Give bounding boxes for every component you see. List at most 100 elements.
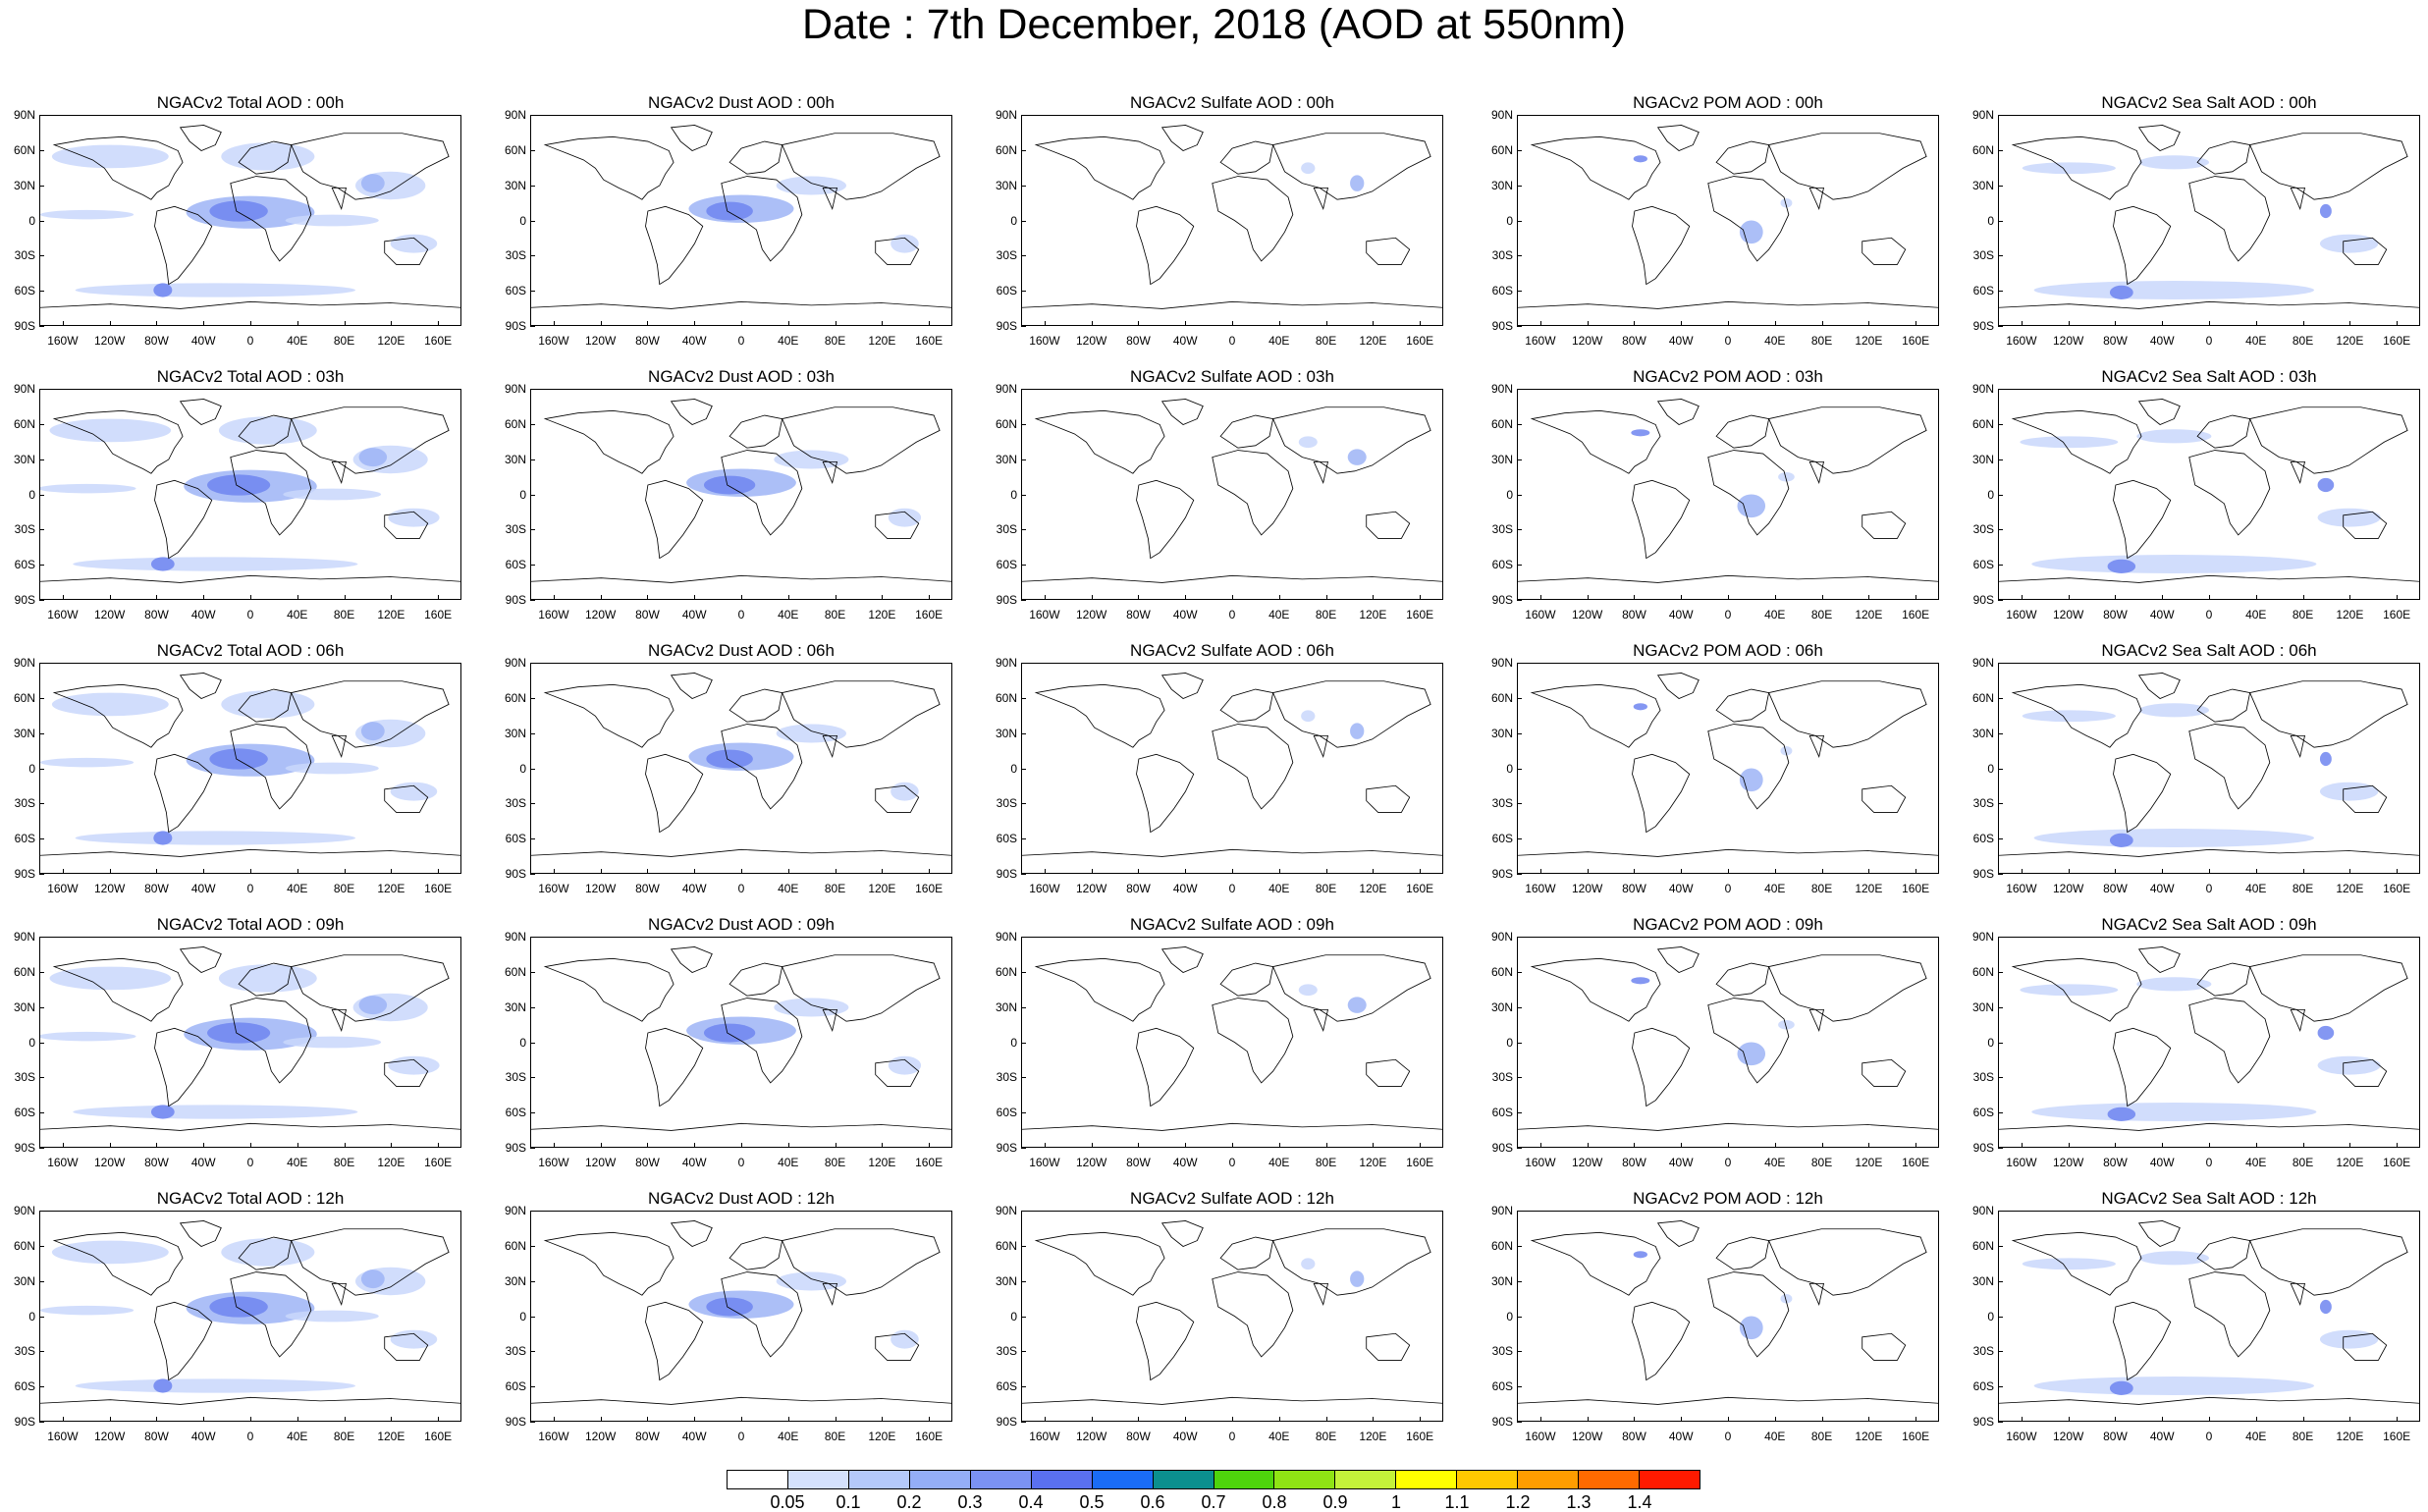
aod-plume bbox=[776, 1271, 846, 1291]
lon-tick-label: 120E bbox=[377, 608, 405, 621]
coastline bbox=[154, 479, 213, 560]
lon-tick-label: 40E bbox=[287, 334, 308, 348]
coastline bbox=[875, 511, 920, 539]
lat-tick-label: 60S bbox=[1972, 832, 1994, 846]
lon-tick bbox=[2349, 1143, 2351, 1148]
coastline bbox=[1022, 848, 1442, 857]
aod-plume bbox=[1631, 977, 1650, 985]
coastline bbox=[40, 848, 460, 857]
lon-tick-label: 160E bbox=[915, 608, 944, 621]
panel-title: NGACv2 POM AOD : 06h bbox=[1633, 641, 1823, 660]
lat-tick-label: 0 bbox=[28, 487, 35, 502]
lat-tick bbox=[1021, 1422, 1026, 1423]
lat-tick bbox=[1998, 149, 2003, 151]
lat-tick bbox=[1517, 1042, 1522, 1044]
coastline bbox=[2188, 450, 2271, 536]
lon-tick bbox=[1539, 321, 1541, 326]
lon-tick bbox=[1185, 321, 1187, 326]
coastline bbox=[728, 688, 783, 723]
colorbar-swatch bbox=[1579, 1471, 1641, 1488]
coastline bbox=[1219, 414, 1274, 449]
lat-tick bbox=[1517, 291, 1522, 293]
lon-tick-label: 80W bbox=[1126, 334, 1151, 348]
lon-tick bbox=[600, 1143, 602, 1148]
lon-tick-label: 160W bbox=[47, 1430, 79, 1443]
lon-tick-label: 80W bbox=[1622, 1156, 1646, 1169]
coastline bbox=[230, 176, 312, 262]
lon-tick-label: 80E bbox=[1315, 1156, 1337, 1169]
lon-tick bbox=[600, 1417, 602, 1422]
lon-tick-label: 80E bbox=[1810, 608, 1833, 621]
lon-tick bbox=[109, 1417, 111, 1422]
aod-plume bbox=[40, 209, 135, 220]
coastline bbox=[822, 1008, 838, 1032]
lon-tick-label: 160W bbox=[1029, 1430, 1060, 1443]
lat-tick bbox=[530, 1422, 535, 1423]
lon-tick-label: 160W bbox=[538, 882, 569, 895]
coastline bbox=[2113, 753, 2172, 834]
lat-tick bbox=[1998, 874, 2003, 875]
lon-tick bbox=[250, 321, 251, 326]
coastline bbox=[1366, 784, 1411, 813]
lon-tick-label: 120W bbox=[2052, 334, 2084, 348]
lat-tick bbox=[1517, 768, 1522, 770]
lat-tick-label: 30S bbox=[14, 522, 35, 537]
aod-plume bbox=[75, 1378, 355, 1393]
map-panel: NGACv2 Sulfate AOD : 12h 90N 60N 30N 0 30S 60S… bbox=[982, 1189, 1473, 1466]
lon-tick-label: 120W bbox=[93, 882, 126, 895]
lon-tick-label: 120E bbox=[1359, 882, 1387, 895]
lon-tick bbox=[1539, 595, 1541, 600]
lon-tick bbox=[1681, 1417, 1683, 1422]
lat-tick-label: 0 bbox=[1987, 1309, 1994, 1323]
lon-tick bbox=[1278, 595, 1280, 600]
lon-tick bbox=[1539, 1417, 1541, 1422]
lon-tick bbox=[1868, 1417, 1870, 1422]
lat-tick-label: 60N bbox=[995, 416, 1017, 431]
lon-tick bbox=[741, 1143, 742, 1148]
colorbar-swatch bbox=[787, 1471, 849, 1488]
lat-tick bbox=[530, 185, 535, 187]
lon-tick-label: 40E bbox=[2245, 882, 2267, 895]
coastline bbox=[2011, 957, 2142, 1022]
coastline bbox=[1022, 1122, 1442, 1131]
coastline bbox=[1715, 688, 1770, 723]
lon-tick-label: 40W bbox=[2149, 1156, 2175, 1169]
world-map bbox=[1517, 937, 1939, 1148]
lon-tick-label: 40E bbox=[1268, 608, 1290, 621]
coastline bbox=[1219, 688, 1274, 723]
lon-tick bbox=[438, 321, 440, 326]
lon-tick-label: 80W bbox=[1622, 334, 1646, 348]
lon-tick bbox=[1325, 1143, 1327, 1148]
lon-tick bbox=[741, 1417, 742, 1422]
aod-plume bbox=[2107, 559, 2136, 573]
lon-tick-label: 160E bbox=[424, 1156, 453, 1169]
coastline bbox=[1632, 753, 1691, 834]
lon-tick-label: 40E bbox=[1268, 1430, 1290, 1443]
lat-tick bbox=[1021, 529, 1026, 531]
aod-plume bbox=[2317, 477, 2335, 493]
lat-tick bbox=[1998, 185, 2003, 187]
lat-tick-label: 60N bbox=[1490, 690, 1513, 705]
aod-plume bbox=[40, 1305, 135, 1316]
coastline bbox=[1656, 1220, 1700, 1247]
coastline bbox=[1808, 1282, 1825, 1306]
aod-plume bbox=[1633, 703, 1647, 711]
lon-tick bbox=[1091, 595, 1093, 600]
lon-tick-label: 120W bbox=[1075, 1156, 1107, 1169]
lon-tick-label: 0 bbox=[737, 334, 745, 348]
coastline bbox=[2343, 784, 2388, 813]
coastline bbox=[179, 1220, 222, 1247]
lat-tick bbox=[530, 838, 535, 840]
map-panel: NGACv2 Sea Salt AOD : 03h 90N 60N 30N 0 30S 60… bbox=[1959, 367, 2428, 644]
lon-tick-label: 120W bbox=[93, 1430, 126, 1443]
coastline bbox=[2290, 1282, 2306, 1306]
lon-tick bbox=[2209, 321, 2210, 326]
lon-tick-label: 120W bbox=[584, 1156, 617, 1169]
coastline bbox=[2011, 409, 2142, 474]
coastline bbox=[331, 1282, 348, 1306]
lat-tick bbox=[39, 838, 44, 840]
lon-tick bbox=[1634, 869, 1636, 874]
lat-tick bbox=[530, 1006, 535, 1008]
lon-tick bbox=[297, 869, 298, 874]
lat-tick-label: 60S bbox=[505, 1106, 526, 1120]
